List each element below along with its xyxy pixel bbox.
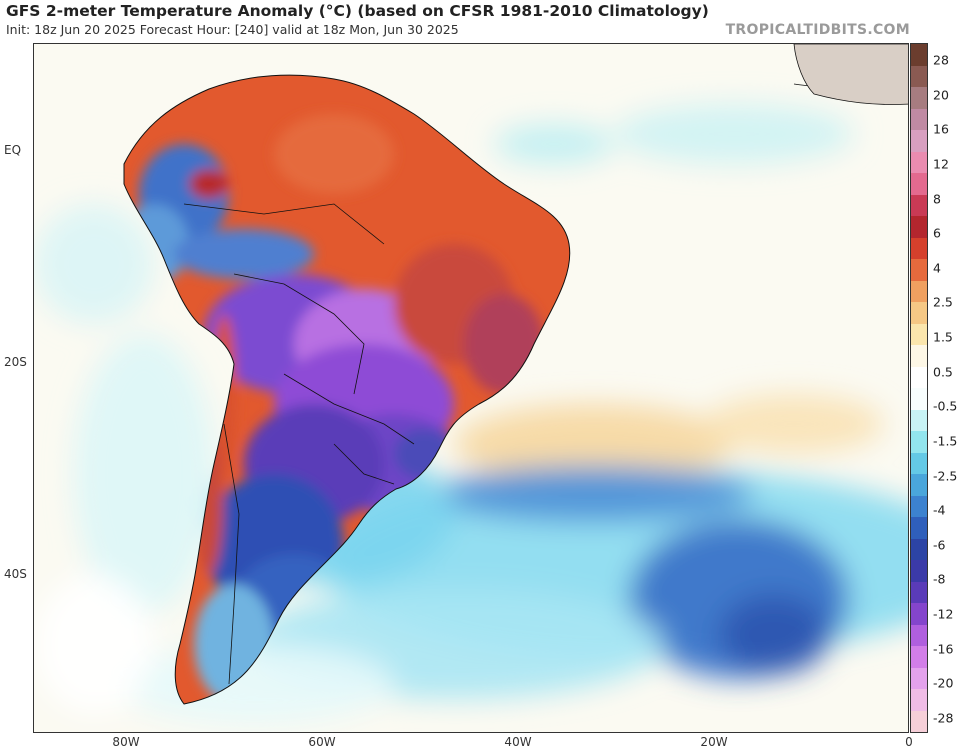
- colorbar-tick-label: -2.5: [933, 468, 958, 484]
- colorbar-segment: [911, 108, 927, 130]
- colorbar-tick-label: -20: [933, 675, 954, 691]
- coastlines: [123, 74, 908, 705]
- lon-label-20w: 20W: [700, 735, 728, 749]
- lat-label-40s: 40S: [4, 567, 27, 581]
- colorbar-segment: [911, 216, 927, 238]
- colorbar-segment: [911, 667, 927, 689]
- colorbar-segment: [911, 689, 927, 711]
- colorbar-segment: [911, 259, 927, 281]
- colorbar-tick-label: -4: [933, 502, 946, 518]
- colorbar-tick-label: 6: [933, 225, 941, 241]
- colorbar-segment: [911, 194, 927, 216]
- colorbar-segment: [911, 130, 927, 152]
- colorbar-segment: [911, 323, 927, 345]
- colorbar-segment: [911, 517, 927, 539]
- colorbar-segment: [911, 710, 927, 732]
- colorbar-segment: [911, 345, 927, 367]
- lat-label-20s: 20S: [4, 355, 27, 369]
- colorbar-segment: [911, 603, 927, 625]
- chart-title: GFS 2-meter Temperature Anomaly (°C) (ba…: [6, 2, 709, 20]
- colorbar-segment: [911, 65, 927, 87]
- colorbar-segment: [911, 388, 927, 410]
- lat-label-eq: EQ: [4, 143, 22, 157]
- colorbar-tick-label: -1.5: [933, 433, 958, 449]
- colorbar-segment: [911, 87, 927, 109]
- colorbar-tick-label: 1.5: [933, 329, 953, 345]
- colorbar: [910, 43, 928, 733]
- colorbar-tick-label: 28: [933, 52, 949, 68]
- colorbar-segment: [911, 474, 927, 496]
- colorbar-tick-label: 20: [933, 87, 949, 103]
- colorbar-tick-label: -28: [933, 710, 954, 726]
- colorbar-segment: [911, 538, 927, 560]
- lon-label-60w: 60W: [308, 735, 336, 749]
- colorbar-segment: [911, 624, 927, 646]
- colorbar-tick-label: -12: [933, 606, 954, 622]
- colorbar-segment: [911, 452, 927, 474]
- colorbar-segment: [911, 495, 927, 517]
- colorbar-segment: [911, 366, 927, 388]
- colorbar-segment: [911, 302, 927, 324]
- africa-landmass: [793, 44, 908, 105]
- colorbar-tick-label: -0.5: [933, 398, 958, 414]
- colorbar-segment: [911, 173, 927, 195]
- colorbar-tick-label: 8: [933, 191, 941, 207]
- colorbar-tick-label: 12: [933, 156, 949, 172]
- colorbar-segment: [911, 44, 927, 66]
- colorbar-segment: [911, 431, 927, 453]
- colorbar-segment: [911, 409, 927, 431]
- colorbar-segment: [911, 280, 927, 302]
- anomaly-map[interactable]: [33, 43, 909, 733]
- colorbar-tick-label: 16: [933, 121, 949, 137]
- colorbar-tick-label: -8: [933, 571, 946, 587]
- colorbar-tick-label: -6: [933, 537, 946, 553]
- colorbar-segment: [911, 581, 927, 603]
- lon-label-80w: 80W: [112, 735, 140, 749]
- forecast-info: Init: 18z Jun 20 2025 Forecast Hour: [24…: [6, 22, 459, 37]
- lon-label-40w: 40W: [504, 735, 532, 749]
- colorbar-tick-label: 0.5: [933, 364, 953, 380]
- colorbar-segment: [911, 646, 927, 668]
- colorbar-segment: [911, 151, 927, 173]
- brand-watermark[interactable]: TROPICALTIDBITS.COM: [725, 22, 910, 38]
- colorbar-tick-label: 2.5: [933, 294, 953, 310]
- colorbar-tick-label: 4: [933, 260, 941, 276]
- lon-label-0: 0: [905, 735, 913, 749]
- colorbar-tick-label: -16: [933, 641, 954, 657]
- colorbar-segment: [911, 560, 927, 582]
- colorbar-segment: [911, 237, 927, 259]
- map-canvas: [34, 44, 908, 732]
